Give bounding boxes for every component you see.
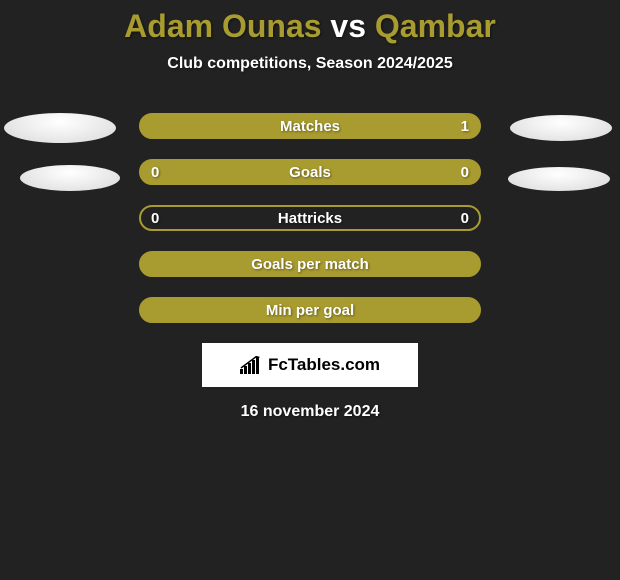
- stat-row: 0 Hattricks 0: [139, 205, 481, 231]
- branding-text: FcTables.com: [268, 355, 380, 375]
- title-vs: vs: [330, 8, 366, 44]
- page-title: Adam Ounas vs Qambar: [0, 0, 620, 45]
- date-text: 16 november 2024: [0, 403, 620, 421]
- stat-label: Hattricks: [278, 210, 342, 227]
- stat-row: Goals per match: [139, 251, 481, 277]
- stat-label: Min per goal: [266, 302, 354, 319]
- player2-ellipse-2: [508, 167, 610, 191]
- stat-left-value: 0: [151, 210, 159, 227]
- stat-row: 0 Goals 0: [139, 159, 481, 185]
- stat-right-value: 0: [461, 164, 469, 181]
- stat-row: Matches 1: [139, 113, 481, 139]
- branding-box: FcTables.com: [202, 343, 418, 387]
- stats-container: Matches 1 0 Goals 0 0 Hattricks 0 Goals per matc…: [0, 113, 620, 323]
- stat-left-value: 0: [151, 164, 159, 181]
- stat-right-value: 1: [461, 118, 469, 135]
- stat-label: Goals: [289, 164, 331, 181]
- stat-label: Matches: [280, 118, 340, 135]
- title-player1: Adam Ounas: [124, 8, 321, 44]
- stat-row: Min per goal: [139, 297, 481, 323]
- stat-right-value: 0: [461, 210, 469, 227]
- bar-chart-icon: [240, 356, 262, 374]
- player1-ellipse-1: [4, 113, 116, 143]
- comparison-chart: Matches 1 0 Goals 0 0 Hattricks 0 Goals per matc…: [0, 113, 620, 421]
- player1-ellipse-2: [20, 165, 120, 191]
- stat-label: Goals per match: [251, 256, 369, 273]
- subtitle: Club competitions, Season 2024/2025: [0, 55, 620, 73]
- player2-ellipse-1: [510, 115, 612, 141]
- title-player2: Qambar: [375, 8, 496, 44]
